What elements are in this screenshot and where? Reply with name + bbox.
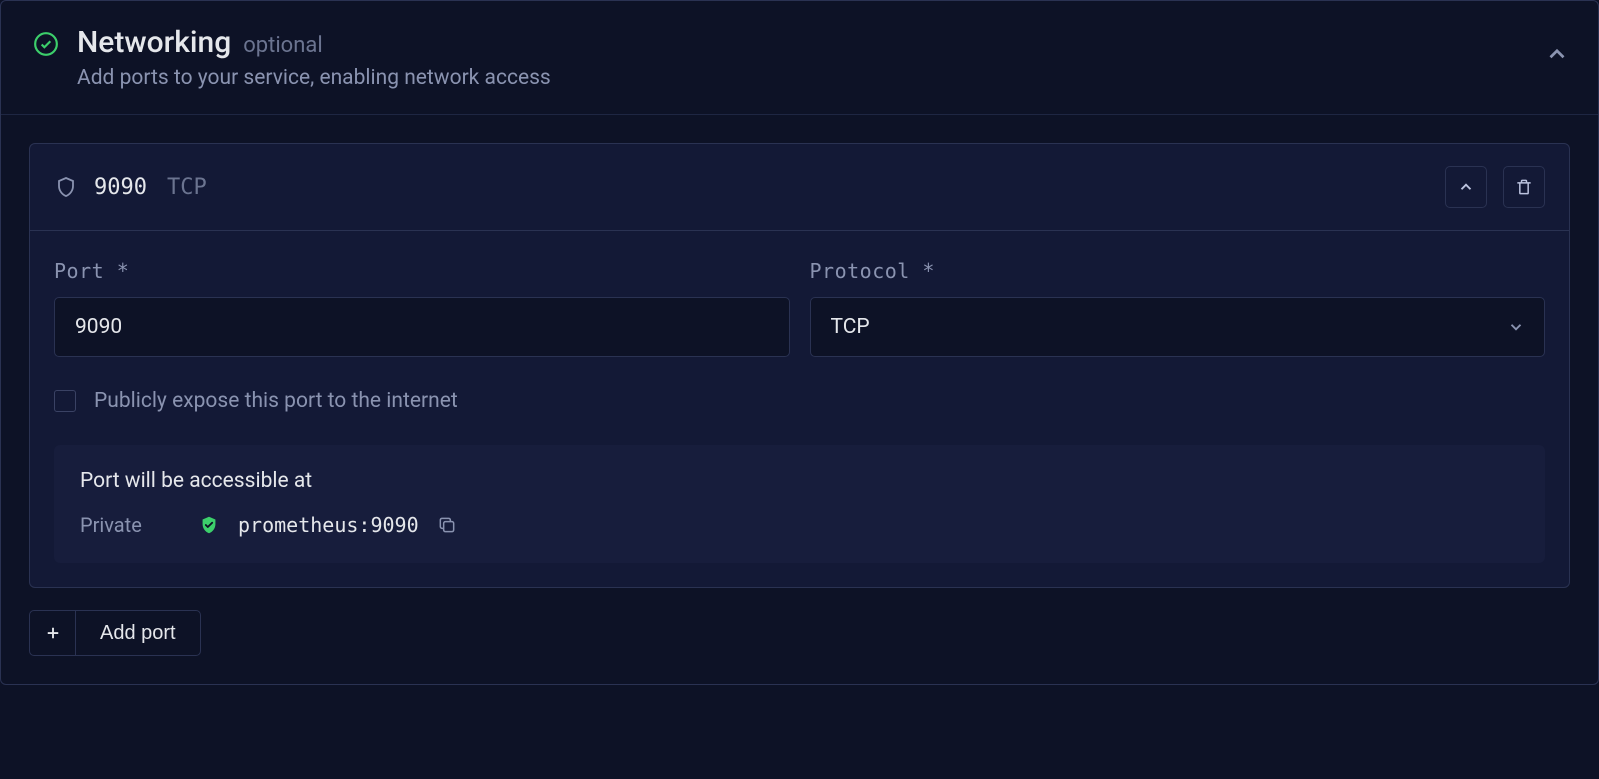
- shield-icon: [54, 175, 78, 199]
- access-url: prometheus:9090: [238, 513, 419, 537]
- port-card: 9090 TCP Port *: [29, 143, 1570, 588]
- port-card-body: Port * Protocol * TCP: [30, 230, 1569, 587]
- add-port-label: Add port: [76, 611, 200, 655]
- collapse-section-button[interactable]: [1544, 41, 1570, 67]
- delete-port-button[interactable]: [1503, 166, 1545, 208]
- shield-check-icon: [198, 514, 220, 536]
- port-field: Port *: [54, 259, 790, 357]
- expose-checkbox-label: Publicly expose this port to the interne…: [94, 389, 458, 413]
- port-header-protocol: TCP: [167, 175, 207, 200]
- optional-tag: optional: [243, 33, 322, 58]
- panel-content: 9090 TCP Port *: [1, 114, 1598, 684]
- port-card-header: 9090 TCP: [30, 144, 1569, 230]
- networking-panel: Networking optional Add ports to your se…: [0, 0, 1599, 685]
- collapse-port-button[interactable]: [1445, 166, 1487, 208]
- section-title: Networking: [77, 25, 231, 60]
- title-block: Networking optional Add ports to your se…: [77, 25, 1566, 90]
- access-title: Port will be accessible at: [80, 469, 1519, 493]
- access-visibility-label: Private: [80, 513, 180, 537]
- panel-header: Networking optional Add ports to your se…: [1, 1, 1598, 114]
- port-header-number: 9090: [94, 175, 147, 200]
- protocol-field-label: Protocol *: [810, 259, 1546, 283]
- port-field-label: Port *: [54, 259, 790, 283]
- add-port-button[interactable]: Add port: [29, 610, 201, 656]
- protocol-select[interactable]: TCP: [810, 297, 1546, 357]
- expose-checkbox[interactable]: [54, 390, 76, 412]
- protocol-field: Protocol * TCP: [810, 259, 1546, 357]
- port-input[interactable]: [54, 297, 790, 357]
- expose-checkbox-row[interactable]: Publicly expose this port to the interne…: [54, 389, 1545, 413]
- section-subtitle: Add ports to your service, enabling netw…: [77, 66, 1566, 90]
- protocol-select-value: TCP: [831, 315, 870, 339]
- plus-icon: [30, 611, 76, 655]
- copy-icon[interactable]: [437, 515, 457, 535]
- access-info-box: Port will be accessible at Private prome…: [54, 445, 1545, 563]
- check-circle-icon: [33, 31, 59, 57]
